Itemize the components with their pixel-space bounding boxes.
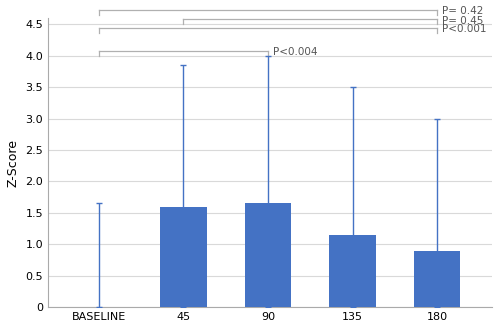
Bar bbox=[160, 207, 206, 307]
Text: P<0.001: P<0.001 bbox=[442, 24, 486, 34]
Bar bbox=[414, 251, 461, 307]
Text: P<0.004: P<0.004 bbox=[273, 47, 318, 57]
Bar bbox=[244, 203, 291, 307]
Y-axis label: Z-Score: Z-Score bbox=[7, 139, 20, 187]
Bar bbox=[330, 235, 376, 307]
Text: P= 0.42: P= 0.42 bbox=[442, 6, 484, 16]
Text: P= 0.45: P= 0.45 bbox=[442, 15, 484, 26]
